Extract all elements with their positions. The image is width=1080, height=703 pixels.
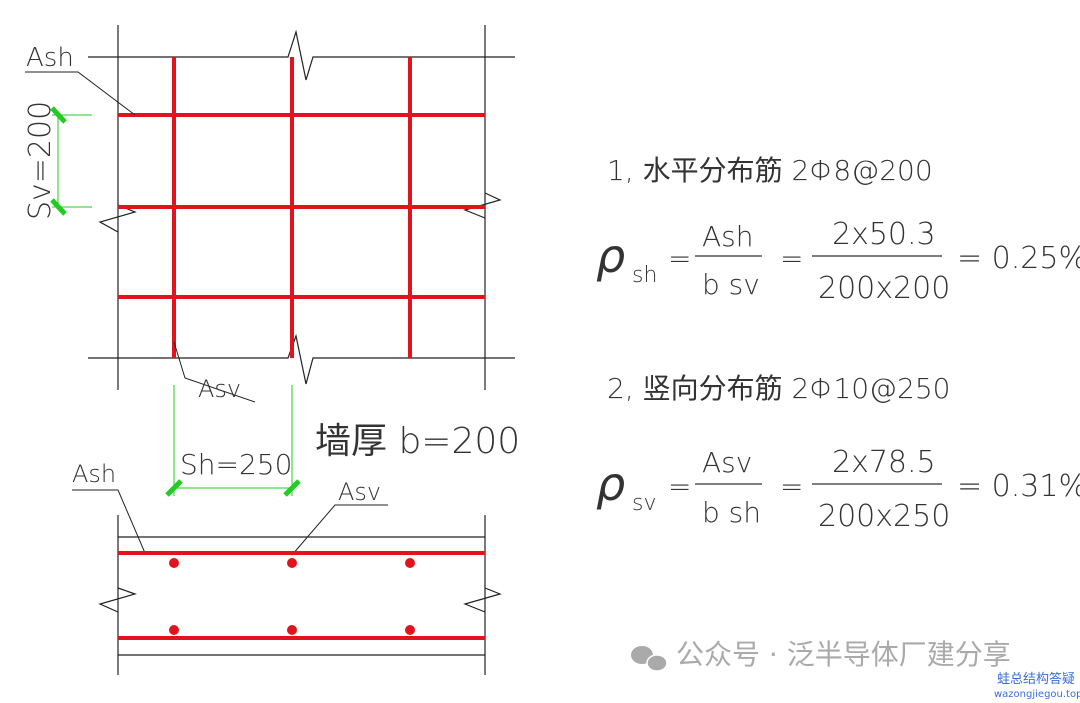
bar-dot [405, 625, 415, 635]
fraction1-denominator: b sv [702, 268, 760, 301]
bar-dot [405, 558, 415, 568]
svg-text:=: = [668, 242, 691, 275]
bar-dot [287, 625, 297, 635]
bar-dot [169, 625, 179, 635]
fraction2-denominator: 200x200 [818, 271, 950, 306]
fraction2-denominator: 200x250 [818, 499, 950, 534]
svg-text:=: = [668, 470, 691, 503]
formula-heading: 1, 水平分布筋 2Φ8@200 [607, 154, 933, 187]
rho-symbol: ρ [596, 229, 625, 283]
label-ash-top: Ash [26, 43, 74, 73]
wall-section [98, 515, 502, 675]
svg-text:=: = [780, 242, 803, 275]
fraction1-denominator: b sh [702, 496, 761, 529]
rho-subscript: sv [632, 491, 656, 516]
formula-result: = 0.31% [957, 469, 1080, 504]
fraction2-numerator: 2x78.5 [832, 445, 936, 480]
watermark-site-url: wazongjiegou.top [994, 689, 1080, 700]
rho-symbol: ρ [596, 457, 625, 511]
bar-dot [287, 558, 297, 568]
label-sh: Sh=250 [180, 448, 292, 481]
rebar-grid [118, 57, 485, 358]
fraction1-numerator: Ash [702, 220, 754, 253]
formula-horizontal: 1, 水平分布筋 2Φ8@200 ρ sh = Ash b sv = 2x50.… [596, 154, 1080, 306]
leaders [25, 71, 388, 556]
fraction2-numerator: 2x50.3 [832, 217, 936, 252]
label-ash-section: Ash [72, 460, 116, 488]
label-asv-section: Asv [338, 478, 381, 506]
formula-result: = 0.25% [957, 241, 1080, 276]
dimension-sh [165, 385, 301, 497]
dimension-sv [50, 106, 92, 216]
formula-heading: 2, 竖向分布筋 2Φ10@250 [607, 372, 951, 405]
bar-dot [169, 558, 179, 568]
label-wall-thickness: 墙厚 b=200 [315, 421, 520, 462]
wechat-icon [631, 646, 668, 672]
rho-subscript: sh [632, 263, 657, 288]
section-bar-dots [169, 558, 415, 635]
formula-vertical: 2, 竖向分布筋 2Φ10@250 ρ sv = Asv b sh = 2x78… [596, 372, 1080, 534]
section-rebar [118, 551, 485, 640]
svg-text:=: = [780, 470, 803, 503]
label-asv-top: Asv [198, 375, 241, 403]
watermark-text: 公众号 · 泛半导体厂建分享 [676, 638, 1011, 671]
label-sv: Sv=200 [23, 101, 58, 220]
fraction1-numerator: Asv [702, 446, 752, 479]
watermark-site-name: 蛙总结构答疑 [997, 672, 1076, 687]
